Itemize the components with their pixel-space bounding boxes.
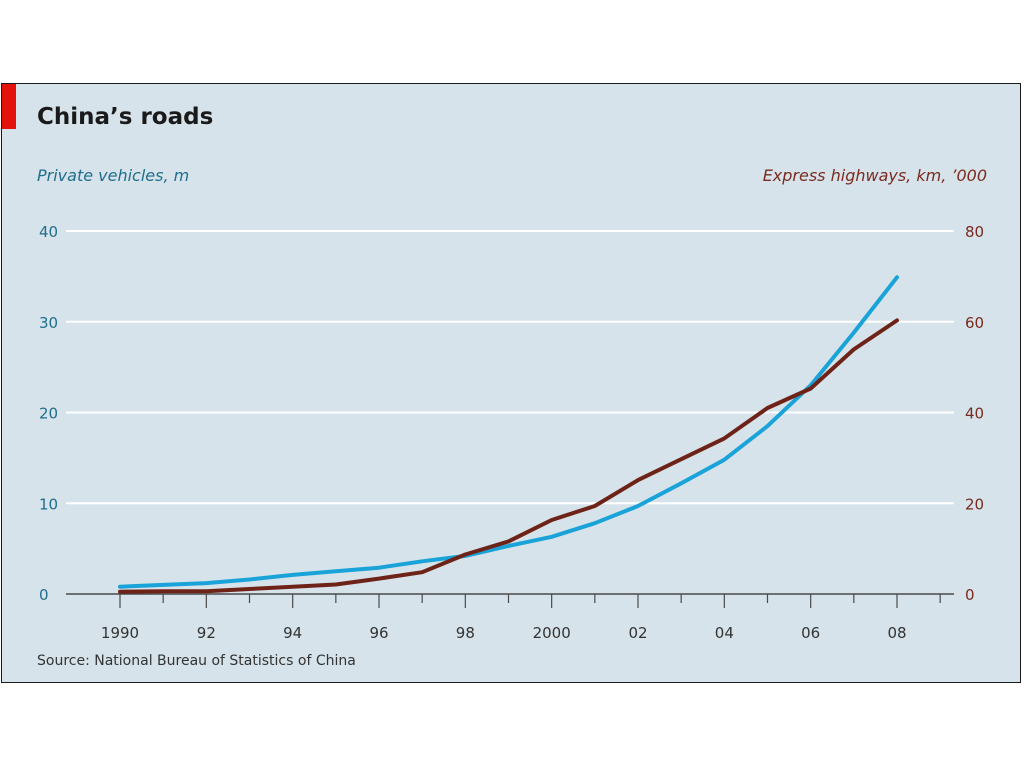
data-point-express-highways: [550, 518, 554, 522]
chart-panel: China’s roads Private vehicles, m Expres…: [1, 83, 1021, 683]
data-point-express-highways: [204, 589, 208, 593]
data-point-private-vehicles: [334, 569, 338, 573]
data-point-private-vehicles: [550, 535, 554, 539]
left-tick-label: 10: [39, 495, 58, 513]
right-tick-label: 0: [965, 586, 975, 604]
left-tick-label: 30: [39, 314, 58, 332]
data-point-express-highways: [507, 539, 510, 543]
right-tick-label: 60: [965, 314, 984, 332]
x-tick-label: 92: [197, 624, 216, 642]
left-tick-label: 0: [39, 586, 49, 604]
data-point-private-vehicles: [852, 331, 856, 335]
x-tick-label: 06: [801, 624, 820, 642]
series-line-express-highways: [118, 318, 899, 594]
right-tick-label: 80: [965, 223, 984, 241]
data-point-express-highways: [852, 347, 856, 351]
x-tick-label: 94: [283, 624, 302, 642]
x-tick-label: 96: [369, 624, 388, 642]
x-tick-label: 04: [715, 624, 734, 642]
data-point-express-highways: [636, 478, 640, 482]
data-point-express-highways: [593, 504, 597, 508]
data-point-private-vehicles: [593, 521, 597, 525]
data-point-private-vehicles: [204, 581, 208, 585]
data-point-private-vehicles: [507, 544, 510, 548]
data-point-private-vehicles: [377, 566, 381, 570]
data-point-express-highways: [161, 589, 165, 593]
right-axis-label: Express highways, km, ’000: [762, 166, 987, 185]
chart-title: China’s roads: [37, 104, 214, 130]
data-point-express-highways: [895, 318, 899, 322]
data-point-express-highways: [248, 587, 251, 591]
data-point-express-highways: [809, 386, 813, 390]
data-point-private-vehicles: [118, 585, 122, 589]
left-axis-label: Private vehicles, m: [37, 166, 190, 185]
data-point-private-vehicles: [636, 504, 640, 508]
data-point-express-highways: [463, 553, 467, 557]
plot-area: 0 10 20 30 40 0 20 40 60 80 1990 92 94 96 98 2000 02 04 06…: [39, 223, 984, 642]
data-point-private-vehicles: [248, 577, 251, 581]
data-point-private-vehicles: [161, 583, 165, 587]
data-point-private-vehicles: [679, 481, 683, 485]
data-point-private-vehicles: [722, 458, 726, 462]
x-tick-label: 1990: [101, 624, 139, 642]
data-point-express-highways: [291, 585, 295, 589]
right-tick-label: 20: [965, 495, 984, 513]
data-point-private-vehicles: [291, 573, 295, 577]
source-note: Source: National Bureau of Statistics of…: [37, 653, 356, 669]
data-point-private-vehicles: [895, 275, 899, 279]
left-tick-label: 40: [39, 223, 58, 241]
right-tick-label: 40: [965, 405, 984, 423]
left-tick-label: 20: [39, 405, 58, 423]
x-tick-label: 02: [628, 624, 647, 642]
x-tick-label: 08: [887, 624, 906, 642]
x-tick-label: 98: [456, 624, 475, 642]
data-point-express-highways: [420, 570, 424, 574]
data-point-express-highways: [766, 406, 769, 410]
x-tick-label: 2000: [533, 624, 571, 642]
data-point-express-highways: [377, 577, 381, 581]
accent-bar: [2, 84, 16, 129]
data-point-express-highways: [679, 457, 683, 461]
data-point-private-vehicles: [420, 559, 424, 563]
data-point-private-vehicles: [766, 424, 769, 428]
data-point-express-highways: [722, 436, 726, 440]
data-point-express-highways: [334, 582, 338, 586]
data-point-express-highways: [118, 590, 122, 594]
